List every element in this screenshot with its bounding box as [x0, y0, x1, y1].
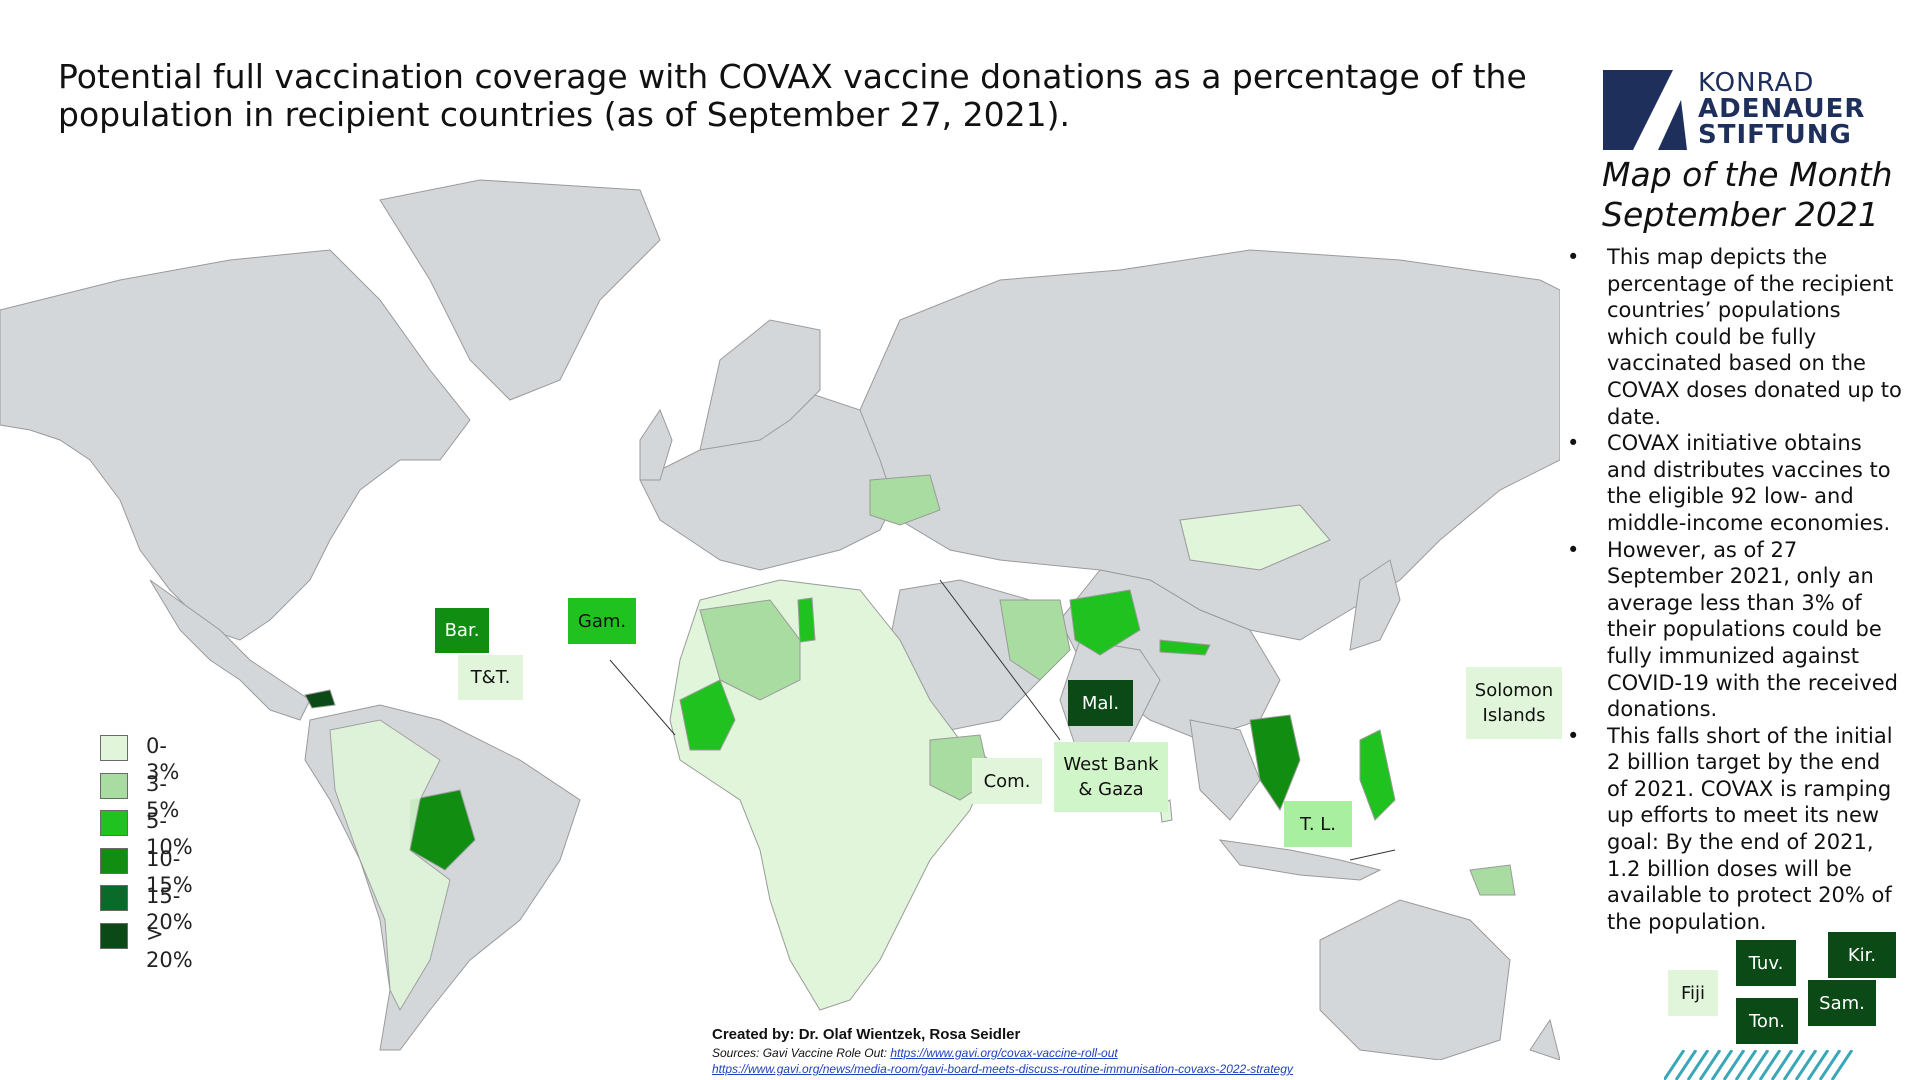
bullet-4: This falls short of the initial 2 billio…	[1565, 723, 1905, 936]
label-box-comoros: Com.	[972, 758, 1042, 804]
south-america-recipients	[329, 719, 451, 1012]
legend-swatch	[100, 772, 128, 799]
label-box-solomon-islands: Solomon Islands	[1466, 667, 1562, 739]
label-box-fiji: Fiji	[1668, 970, 1718, 1016]
kas-logo: KONRAD ADENAUER STIFTUNG	[1603, 68, 1866, 150]
southeast-asia	[1189, 719, 1261, 821]
sources-prefix: Sources: Gavi Vaccine Role Out:	[712, 1046, 891, 1060]
source-link-1[interactable]: https://www.gavi.org/covax-vaccine-roll-…	[890, 1046, 1118, 1060]
bullet-1: This map depicts the percentage of the r…	[1565, 244, 1905, 430]
north-america	[0, 249, 471, 641]
label-box-kiribati: Kir.	[1828, 932, 1896, 978]
legend-swatch	[100, 847, 128, 874]
iran	[999, 599, 1071, 681]
ukraine	[869, 474, 941, 526]
kas-logo-mark-icon	[1603, 70, 1693, 150]
tunisia	[797, 597, 816, 643]
source-link-2[interactable]: https://www.gavi.org/news/media-room/gav…	[712, 1062, 1293, 1076]
legend-label: 5-10%	[146, 809, 193, 859]
honduras	[304, 689, 336, 709]
new-zealand	[1529, 1018, 1560, 1060]
label-box-maldives: Mal.	[1068, 680, 1133, 726]
map-title: Potential full vaccination coverage with…	[58, 57, 1527, 134]
label-box-trinidad: T&T.	[458, 655, 523, 700]
legend-label: 10-15%	[146, 846, 193, 897]
nepal	[1159, 639, 1211, 656]
legend-label: 15-20%	[146, 884, 193, 934]
mongolia	[1179, 504, 1331, 571]
uk	[639, 408, 673, 481]
mauritania	[679, 679, 736, 751]
legend-swatch	[100, 735, 128, 761]
leader-gambia	[609, 659, 676, 736]
description-bullets: This map depicts the percentage of the r…	[1565, 244, 1905, 935]
scandinavia	[699, 319, 821, 451]
legend-label: 3-5%	[146, 771, 180, 822]
map-of-the-month: Map of the Month September 2021	[1602, 155, 1893, 235]
label-box-gambia: Gam.	[568, 598, 636, 644]
logo-line-3: STIFTUNG	[1698, 120, 1852, 150]
greenland	[379, 179, 661, 401]
russia-asia	[859, 249, 1560, 641]
label-box-tuvalu: Tuv.	[1736, 940, 1796, 986]
sources: Sources: Gavi Vaccine Role Out: https://…	[712, 1045, 1293, 1077]
label-box-barbados: Bar.	[435, 608, 489, 653]
credit-line: Created by: Dr. Olaf Wientzek, Rosa Seid…	[712, 1026, 1021, 1043]
label-box-tonga: Ton.	[1736, 998, 1798, 1044]
bullet-3: However, as of 27 September 2021, only a…	[1565, 537, 1905, 723]
label-box-timor-leste: T. L.	[1284, 801, 1352, 847]
legend-swatch	[100, 922, 128, 949]
leader-timor-leste	[1349, 849, 1396, 861]
philippines	[1359, 729, 1396, 821]
laos-vietnam	[1249, 714, 1301, 812]
australia	[1319, 899, 1511, 1060]
motm-line-1: Map of the Month	[1602, 155, 1893, 194]
logo-line-2: ADENAUER	[1698, 94, 1866, 124]
bullet-2: COVAX initiative obtains and distributes…	[1565, 430, 1905, 536]
mexico	[149, 579, 311, 721]
afghanistan	[1069, 589, 1141, 656]
decorative-hatch-icon	[1664, 1050, 1854, 1080]
legend-label: > 20%	[146, 921, 193, 972]
legend-swatch	[100, 885, 128, 911]
label-box-west-bank-gaza: West Bank & Gaza	[1054, 742, 1168, 812]
motm-line-2: September 2021	[1602, 195, 1879, 234]
logo-line-1: KONRAD	[1698, 68, 1815, 98]
indonesia	[1218, 839, 1382, 881]
world-map	[0, 179, 1560, 1060]
label-box-samoa: Sam.	[1808, 980, 1876, 1026]
japan	[1349, 559, 1401, 651]
leader-west-bank	[939, 579, 1061, 741]
legend-label: 0-3%	[146, 734, 180, 784]
legend-swatch	[100, 810, 128, 836]
papua-new-guinea	[1469, 864, 1516, 896]
